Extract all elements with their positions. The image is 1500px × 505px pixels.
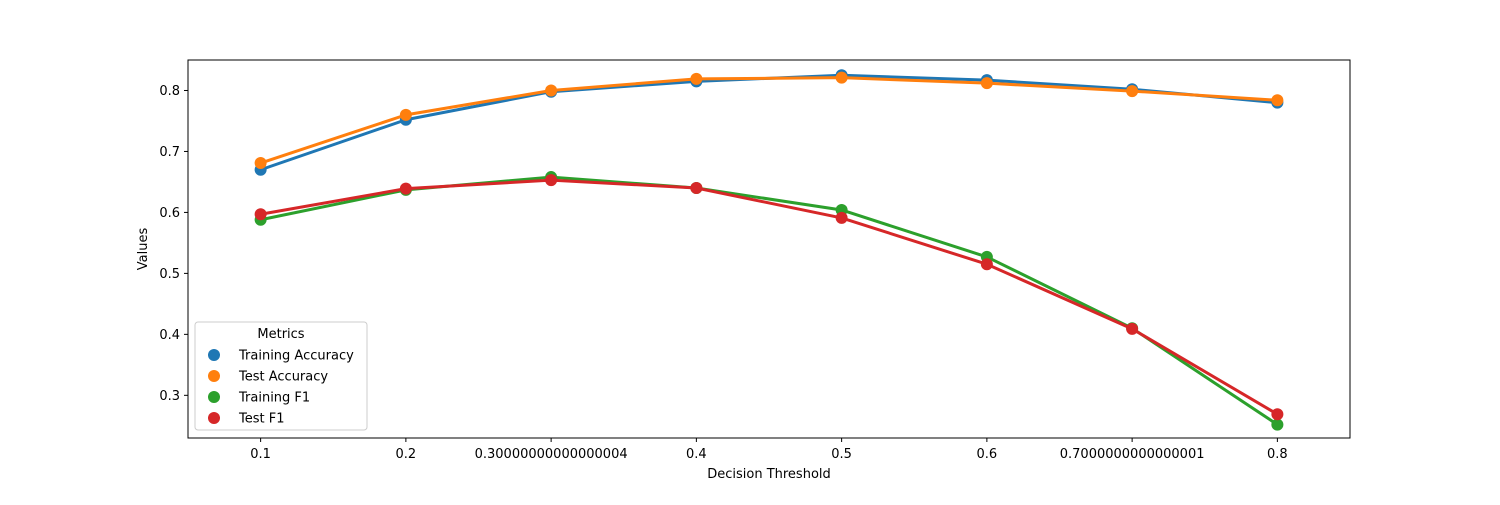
data-point-3-0: [254, 208, 267, 221]
data-point-1-4: [835, 71, 848, 84]
y-tick-label: 0.4: [159, 328, 180, 343]
data-point-3-7: [1271, 408, 1284, 421]
x-tick-label: 0.1: [250, 447, 271, 462]
data-point-3-6: [1126, 322, 1139, 335]
y-axis-title: Values: [136, 228, 151, 271]
data-point-3-5: [980, 258, 993, 271]
x-tick-label: 0.30000000000000004: [475, 447, 628, 462]
legend-marker-2: [208, 391, 220, 403]
data-point-3-1: [399, 182, 412, 195]
legend-label-3: Test F1: [238, 412, 284, 427]
legend-label-2: Training F1: [238, 391, 310, 406]
legend-label-0: Training Accuracy: [238, 349, 354, 364]
y-axis: 0.3 0.4 0.5 0.6 0.7 0.8: [159, 84, 188, 404]
x-tick-label: 0.8: [1267, 447, 1288, 462]
data-point-1-2: [545, 84, 558, 97]
x-tick-label: 0.2: [396, 447, 417, 462]
y-tick-label: 0.7: [159, 145, 180, 160]
x-tick-label: 0.5: [831, 447, 852, 462]
x-tick-label: 0.6: [977, 447, 998, 462]
data-point-1-5: [980, 77, 993, 90]
data-point-2-7: [1271, 418, 1284, 431]
data-point-3-4: [835, 211, 848, 224]
data-point-1-1: [399, 108, 412, 121]
legend-marker-3: [208, 412, 220, 424]
data-point-3-3: [690, 182, 703, 195]
y-tick-label: 0.5: [159, 267, 180, 282]
y-tick-label: 0.8: [159, 84, 180, 99]
data-point-3-2: [545, 174, 558, 187]
data-point-1-0: [254, 157, 267, 170]
data-point-1-3: [690, 72, 703, 85]
series-line-3: [259, 178, 1279, 416]
x-axis: 0.1 0.2 0.30000000000000004 0.4 0.5 0.6 0.7000…: [250, 438, 1288, 462]
data-point-1-7: [1271, 94, 1284, 107]
y-tick-label: 0.6: [159, 206, 180, 221]
legend: Metrics Training Accuracy Test Accuracy Tra…: [194, 321, 368, 431]
data-point-1-6: [1126, 85, 1139, 98]
legend-marker-1: [208, 370, 220, 382]
series-layer: [254, 69, 1284, 431]
legend-label-1: Test Accuracy: [238, 370, 328, 385]
legend-title: Metrics: [257, 327, 304, 342]
y-tick-label: 0.3: [159, 389, 180, 404]
x-axis-title: Decision Threshold: [707, 467, 831, 482]
legend-box: [194, 321, 368, 431]
legend-marker-0: [208, 349, 220, 361]
plot-frame: [187, 59, 1351, 439]
x-tick-label: 0.7000000000000001: [1060, 447, 1205, 462]
series-line-1: [259, 76, 1279, 165]
x-tick-label: 0.4: [686, 447, 707, 462]
series-line-2: [259, 175, 1279, 427]
